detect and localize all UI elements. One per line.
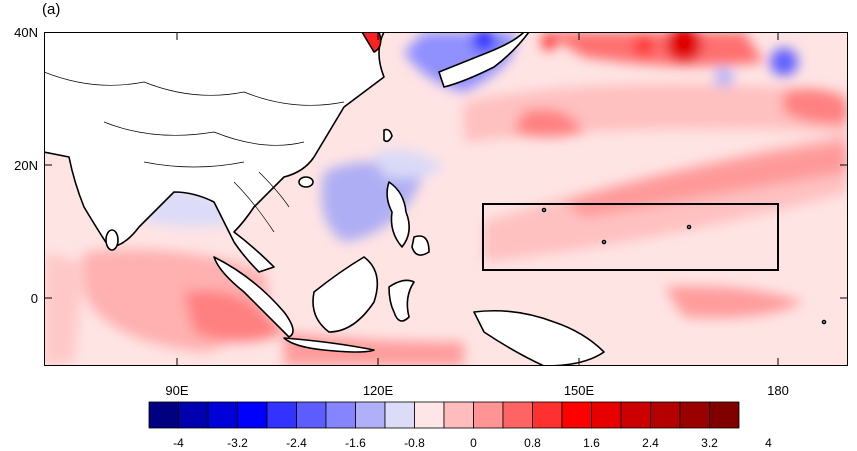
colorbar-cell bbox=[355, 401, 386, 429]
colorbar-cell bbox=[178, 401, 209, 429]
analysis-box bbox=[482, 203, 779, 271]
colorbar-tick-label: 3.2 bbox=[701, 436, 718, 450]
colorbar-tick-label: -2.4 bbox=[286, 436, 307, 450]
lon-label-120e: 120E bbox=[362, 383, 394, 398]
panel-label: (a) bbox=[42, 1, 61, 18]
axis-ticks bbox=[44, 32, 848, 366]
colorbar-cell bbox=[207, 401, 238, 429]
map-border bbox=[44, 32, 848, 366]
colorbar-cell bbox=[237, 401, 268, 429]
colorbar-cell bbox=[650, 401, 681, 429]
lon-label-90e: 90E bbox=[165, 383, 189, 398]
lat-label-40n: 40N bbox=[14, 25, 38, 40]
colorbar-tick-label: -4 bbox=[173, 436, 184, 450]
anomaly-field bbox=[44, 32, 848, 366]
colorbar-cell bbox=[473, 401, 504, 429]
colorbar-cell bbox=[414, 401, 445, 429]
colorbar-cell bbox=[679, 401, 710, 429]
colorbar-cell bbox=[502, 401, 533, 429]
lon-label-180: 180 bbox=[767, 383, 789, 398]
land-masses bbox=[44, 32, 827, 366]
colorbar-cell bbox=[532, 401, 563, 429]
colorbar-tick-label: 0 bbox=[470, 436, 477, 450]
colorbar-tick-label: -0.8 bbox=[404, 436, 425, 450]
lat-label-20n: 20N bbox=[14, 158, 38, 173]
colorbar-cell bbox=[709, 401, 740, 429]
country-borders bbox=[44, 71, 345, 233]
colorbar-tick-label: 1.6 bbox=[583, 436, 600, 450]
colorbar-cell bbox=[443, 401, 474, 429]
lat-label-0: 0 bbox=[30, 291, 38, 306]
colorbar-cell bbox=[561, 401, 592, 429]
colorbar-tick-label: -1.6 bbox=[345, 436, 366, 450]
colorbar-cell bbox=[148, 401, 179, 429]
colorbar-tick-label: 4 bbox=[765, 436, 772, 450]
lon-label-150e: 150E bbox=[563, 383, 595, 398]
colorbar-tick-label: 0.8 bbox=[524, 436, 541, 450]
map-plot bbox=[44, 32, 848, 366]
colorbar-tick-label: 2.4 bbox=[642, 436, 659, 450]
colorbar-cell bbox=[325, 401, 356, 429]
colorbar-cell bbox=[384, 401, 415, 429]
colorbar-cell bbox=[620, 401, 651, 429]
colorbar-cell bbox=[266, 401, 297, 429]
colorbar-cell bbox=[296, 401, 327, 429]
colorbar-cell bbox=[591, 401, 622, 429]
colorbar-tick-label: -3.2 bbox=[227, 436, 248, 450]
